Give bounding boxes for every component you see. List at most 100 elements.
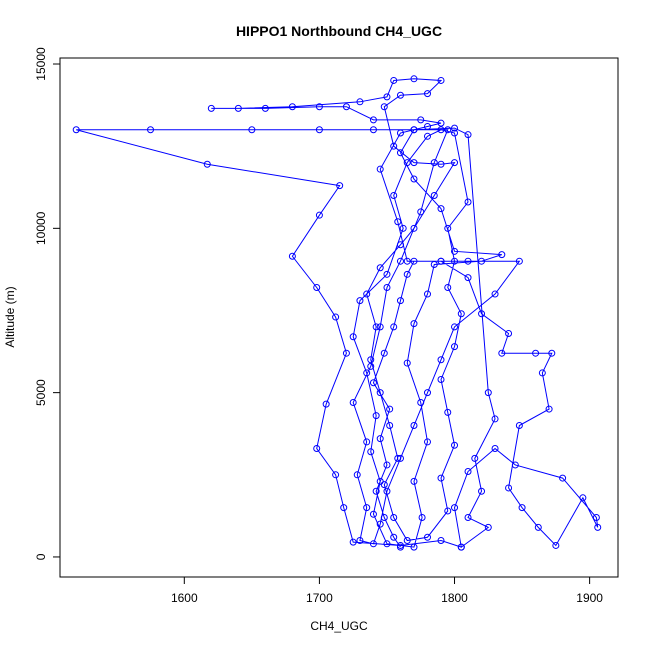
data-point [410,543,418,551]
data-point [367,362,375,370]
data-point [369,126,377,134]
data-point [403,537,411,545]
y-axis-label: Altitude (m) [3,286,17,347]
data-point [451,129,459,137]
plot-frame [59,57,619,578]
data-point [437,356,445,364]
data-point [457,310,465,318]
data-point [534,523,542,531]
data-point [464,274,472,282]
data-point [451,124,459,132]
data-point [410,320,418,328]
data-point [423,533,431,541]
data-point [376,477,384,485]
data-point [372,412,380,420]
x-tick-label: 1800 [441,591,468,605]
data-point [403,257,411,265]
data-point [349,398,357,406]
data-point [394,218,402,226]
data-point [457,543,465,551]
data-point [437,126,445,134]
data-point [396,241,404,249]
data-point [390,514,398,522]
data-point [471,454,479,462]
data-point [464,468,472,476]
data-point [410,224,418,232]
data-line [76,78,599,548]
data-point [417,116,425,124]
data-point [538,369,546,377]
data-point [505,484,513,492]
chart-title: HIPPO1 Northbound CH4_UGC [236,23,442,39]
data-point [367,448,375,456]
data-point [396,149,404,157]
data-point [376,323,384,331]
data-point [417,208,425,216]
data-point [491,415,499,423]
data-point [261,104,269,112]
data-point [532,349,540,357]
data-point [376,520,384,528]
data-point [390,533,398,541]
x-tick-label: 1700 [306,591,333,605]
data-point [234,104,242,112]
y-tick-label: 10000 [34,211,48,245]
data-point [545,405,553,413]
data-point [356,537,364,545]
data-point [363,438,371,446]
data-point [552,541,560,549]
data-point [451,343,459,351]
data-point [313,283,321,291]
data-point [423,389,431,397]
data-point [288,103,296,111]
data-point [383,487,391,495]
data-point [332,471,340,479]
data-point [349,333,357,341]
data-point [353,471,361,479]
data-point [390,142,398,150]
data-point [369,379,377,387]
data-point [484,389,492,397]
data-point [248,126,256,134]
data-point [518,504,526,512]
data-point [444,507,452,515]
data-point [363,504,371,512]
data-point [376,264,384,272]
data-point [437,257,445,265]
data-point [376,389,384,397]
data-point [386,405,394,413]
data-point [383,540,391,548]
data-point [315,211,323,219]
data-point [315,103,323,111]
data-point [423,132,431,140]
data-point [396,297,404,305]
data-point [410,477,418,485]
data-point [579,494,587,502]
data-point [451,257,459,265]
data-point [451,441,459,449]
data-point [548,349,556,357]
data-point [410,422,418,430]
data-point [390,191,398,199]
data-point [376,165,384,173]
data-point [390,76,398,84]
data-point [478,310,486,318]
data-point [444,283,452,291]
data-point [322,400,330,408]
data-point [444,126,452,134]
y-tick-label: 0 [34,553,48,560]
data-point [410,159,418,167]
data-point [313,445,321,453]
data-point [484,523,492,531]
x-tick-label: 1600 [171,591,198,605]
data-point [369,116,377,124]
data-point [491,290,499,298]
data-point [399,224,407,232]
data-point [376,435,384,443]
data-point [430,260,438,268]
data-point [437,375,445,383]
data-point [383,461,391,469]
